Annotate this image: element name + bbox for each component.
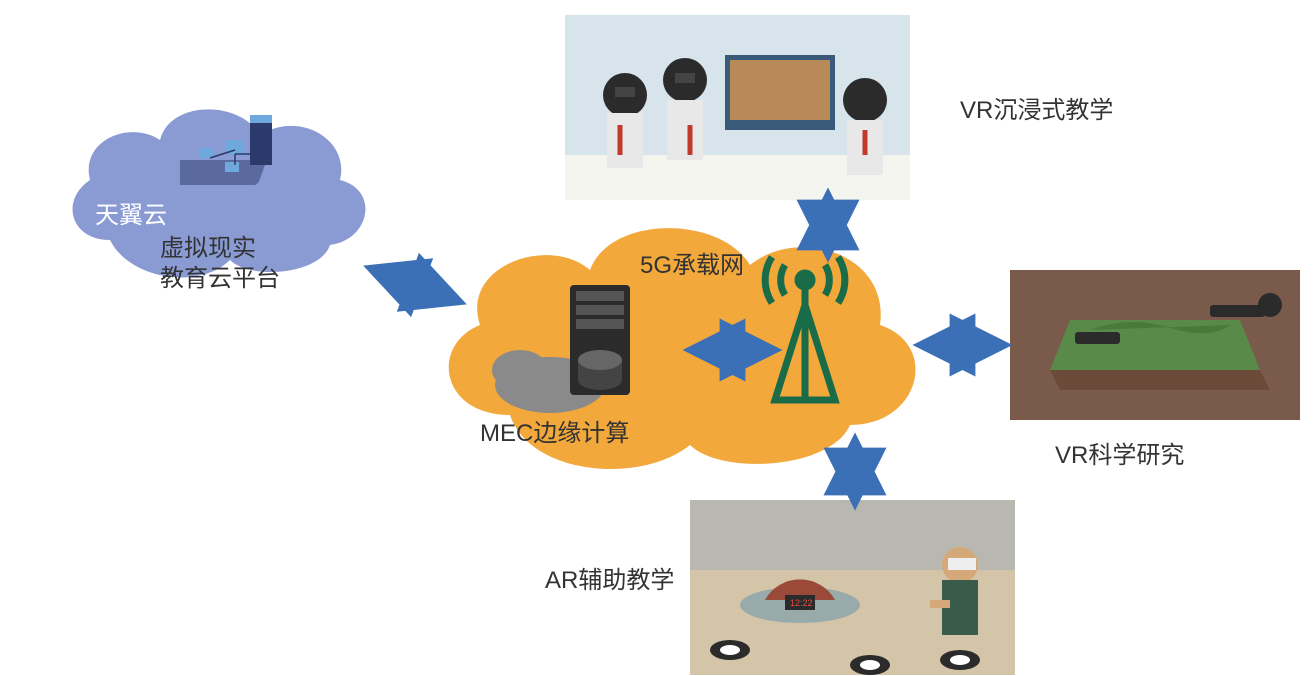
vr-teaching-label: VR沉浸式教学 [960, 90, 1113, 125]
photo-ar-teaching: 12:22 [690, 500, 1015, 675]
tianyi-title: 天翼云 [95, 195, 167, 230]
cloud-5g: 5G承载网 MEC边缘计算 [420, 195, 930, 475]
ar-teaching-label: AR辅助教学 [545, 560, 674, 595]
terrain-model-icon [1010, 270, 1300, 420]
cloud-tianyi: 天翼云 虚拟现实 教育云平台 [50, 80, 380, 290]
vr-classroom-icon [565, 15, 910, 200]
5g-title: 5G承载网 [640, 245, 744, 280]
tianyi-sub2: 教育云平台 [160, 258, 280, 293]
ar-scene-icon: 12:22 [690, 500, 1015, 675]
server-cluster-icon [180, 110, 290, 190]
mec-label: MEC边缘计算 [480, 413, 629, 448]
photo-vr-teaching [565, 15, 910, 200]
photo-vr-research [1010, 270, 1300, 420]
svg-text:12:22: 12:22 [790, 598, 813, 608]
vr-research-label: VR科学研究 [1055, 435, 1184, 470]
